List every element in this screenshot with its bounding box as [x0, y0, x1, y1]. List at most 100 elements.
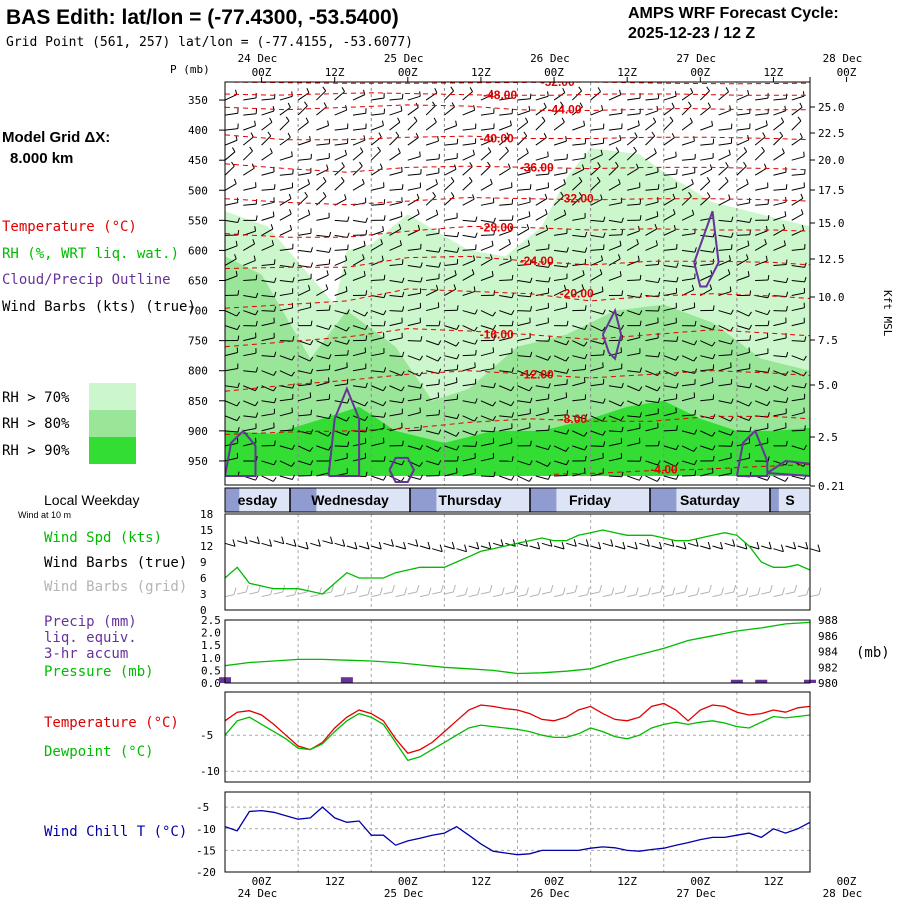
wind-barb: [225, 430, 238, 433]
wind-barb: [444, 325, 457, 330]
wind-barb: [499, 279, 513, 281]
wind-barb: [681, 140, 695, 146]
wind-barb-flag: [292, 262, 295, 268]
wind-barb: [243, 279, 257, 281]
wind-barb-flag: [621, 229, 624, 235]
pressure-tick: 850: [188, 395, 208, 408]
date-label-top: 26 Dec: [530, 52, 570, 65]
wind-barb: [480, 202, 494, 206]
time-tick-bottom: 12Z: [325, 875, 345, 888]
wind-barb: [773, 171, 787, 176]
wind-barb: [480, 112, 494, 116]
wind-barb: [334, 457, 348, 462]
wind-barb-flag: [727, 269, 731, 275]
wind-barbs-upper: [225, 86, 810, 482]
wind-barb: [480, 415, 494, 422]
wind-barb-flag: [712, 455, 715, 461]
true-barb: [480, 545, 492, 550]
wind-barb: [243, 203, 257, 206]
wind-barb: [407, 370, 420, 377]
wind-barb: [462, 383, 476, 387]
wind-barb: [663, 248, 677, 251]
wind-barb-flag: [617, 254, 621, 260]
wind-barb-flag: [547, 462, 551, 467]
wind-barb: [517, 135, 528, 146]
wind-barb-flag: [639, 412, 642, 418]
grid-barb: [407, 591, 417, 595]
grid-barb-flag: [477, 587, 481, 595]
wind-barb: [608, 368, 622, 372]
wind-barb: [297, 105, 308, 116]
wind-barb: [334, 259, 347, 266]
wind-barb-flag: [565, 340, 570, 346]
true-barb: [395, 545, 406, 550]
wind-barb-flag: [455, 431, 460, 437]
wind-barb-flag: [326, 270, 329, 276]
wind-barb: [261, 385, 274, 392]
legend-temperature: Temperature (°C): [2, 219, 137, 235]
wind-barb: [809, 144, 810, 146]
wind-barb: [298, 158, 312, 161]
true-barb: [407, 542, 418, 547]
wind-barb: [645, 413, 659, 417]
wind-barb: [517, 263, 531, 266]
wind-barb: [517, 355, 531, 358]
wind-barb: [480, 442, 494, 447]
wind-barb: [243, 385, 256, 392]
pressure-tick: 600: [188, 244, 208, 257]
wind-barb: [645, 400, 659, 404]
wind-barb: [316, 217, 330, 221]
wind-barb-flag: [383, 292, 387, 298]
isotherm-label: -36.00: [520, 160, 554, 174]
wind-barb-flag: [600, 194, 603, 200]
wind-barb-flag: [545, 224, 549, 231]
wind-barb: [298, 249, 312, 253]
wind-barb: [297, 214, 310, 221]
wind-barb: [425, 355, 439, 362]
wind-barb: [316, 168, 329, 176]
wind-barb-flag: [584, 354, 588, 359]
wind-barb: [480, 475, 494, 478]
pressure-right-tick: 984: [818, 646, 838, 659]
wind-barb: [389, 475, 402, 482]
wind-barb-flag: [328, 324, 332, 330]
wind-barb: [425, 460, 439, 466]
grid-barb: [724, 591, 734, 595]
wind-barb: [371, 352, 385, 357]
wind-barb-flag: [382, 226, 385, 232]
wind-barb-flag: [420, 277, 423, 283]
wind-barb-flag: [487, 161, 491, 167]
height-tick: 20.0: [818, 154, 845, 167]
wind-barb-flag: [341, 87, 346, 92]
wind-barb: [517, 244, 530, 251]
wind-barb-flag: [651, 131, 656, 137]
wind-barb-flag: [507, 163, 511, 169]
wind-barb-flag: [397, 148, 401, 154]
wind-barb: [681, 158, 696, 161]
isotherm: [225, 196, 810, 206]
precip-panel-frame: [224, 619, 811, 684]
wind-barb: [261, 460, 275, 466]
wind-barb-flag: [310, 262, 313, 268]
wind-barb-flag: [456, 324, 460, 330]
wind-barb-flag: [310, 340, 314, 346]
wind-barb: [645, 121, 657, 131]
wind-barb-flag: [269, 117, 273, 123]
precip-tick: 0.5: [201, 664, 221, 677]
wind-barb: [736, 368, 750, 372]
wind-barb: [480, 245, 494, 251]
wind-barb-flag: [492, 416, 497, 421]
wind-barb: [316, 381, 330, 387]
wind-barb-flag: [359, 161, 363, 167]
precip-tick: 0.0: [201, 677, 221, 690]
wind-barb-flag: [399, 240, 402, 246]
true-barb-flag: [464, 544, 468, 552]
wind-barb: [718, 366, 732, 372]
wind-barb-flag: [491, 89, 494, 95]
wind-barb: [663, 279, 677, 283]
wind-barb-flag: [675, 474, 679, 480]
wind-barb: [517, 121, 529, 131]
wind-barb: [809, 310, 810, 311]
wind-barb: [389, 427, 403, 432]
wind-barb: [480, 325, 494, 330]
